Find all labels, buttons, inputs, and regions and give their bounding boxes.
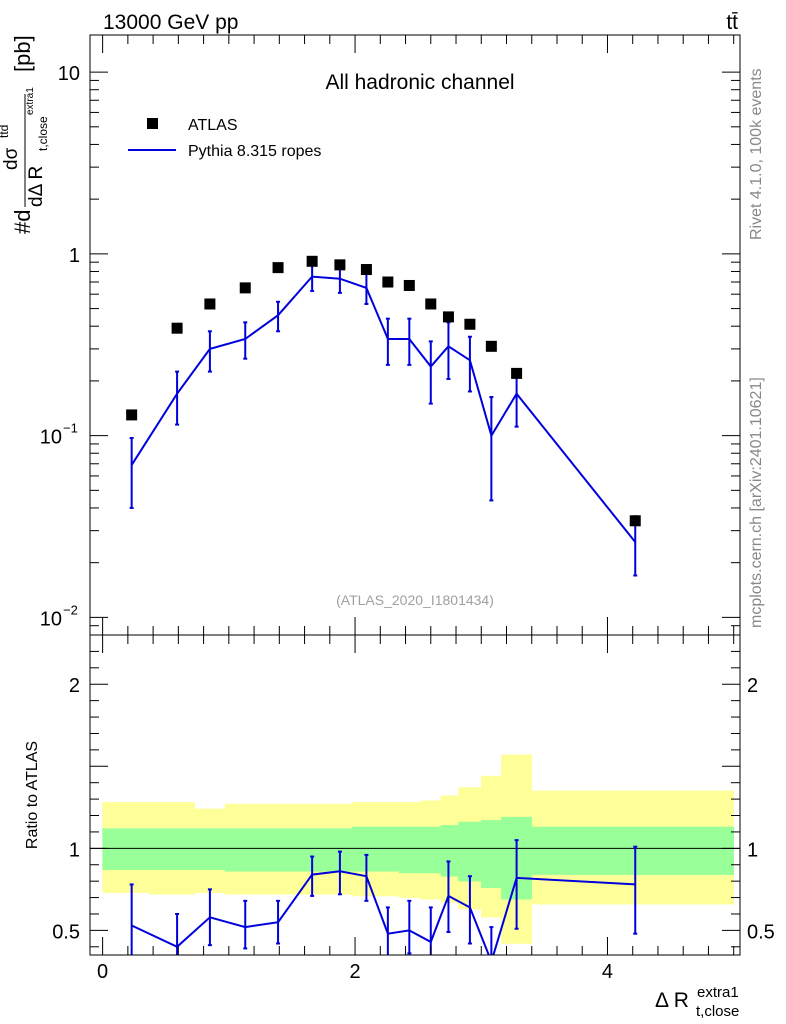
ratio-series [129,839,638,955]
ratio-tick-labels: 0.5 0.5 1 1 2 2 0 2 4 [52,675,775,983]
ylabel-unit: [pb] [10,35,35,72]
ylabel-numerator-superscript: ttd [0,125,11,138]
main-y-tick-label: 10 [40,427,62,449]
atlas-data-point [382,276,394,288]
atlas-data-point [360,264,372,276]
atlas-data-point [442,311,454,323]
atlas-data-point [485,340,497,352]
green-uncertainty-band [260,828,295,872]
green-uncertainty-band [224,828,261,872]
main-y-tick-exponent: −2 [63,602,78,617]
main-plot-marks [126,255,641,577]
xlabel-main: Δ R [655,989,689,1012]
x-tick-label: 0 [97,961,108,983]
legend: ATLAS Pythia 8.315 ropes [128,117,321,160]
ylabel-denominator-superscript: extra1 [25,87,36,115]
atlas-data-point [239,282,251,294]
green-uncertainty-band [480,820,502,889]
ylabel-denominator: dΔ R [26,166,47,207]
pythia-line [130,275,636,543]
green-uncertainty-band [531,826,734,875]
analysis-label: (ATLAS_2020_I1801434) [336,592,494,608]
chart-title: All hadronic channel [325,71,514,94]
main-y-tick-label: 1 [69,245,80,267]
main-y-tick-label: 10 [58,63,80,85]
ratio-axis-ticks [90,635,740,955]
energy-label: 13000 GeV pp [103,11,238,34]
ratio-frame [89,634,741,956]
green-uncertainty-band [149,828,196,870]
atlas-data-point [464,318,476,330]
atlas-data-point [629,515,641,527]
green-uncertainty-band [377,826,400,872]
ylabel-denominator-subscript: t,close [36,116,50,151]
ratio-panel: 0.5 0.5 1 1 2 2 0 2 4 Ratio to ATLAS Δ R extra1 … [24,634,775,1020]
main-y-tick-exponent: −1 [63,421,78,436]
green-uncertainty-band [294,828,327,872]
xlabel-superscript: extra1 [697,984,739,1001]
green-uncertainty-band [194,828,226,870]
green-uncertainty-band [440,825,459,877]
ratio-line [131,870,636,955]
green-uncertainty-band [420,826,442,874]
ratio-y-axis-label: Ratio to ATLAS [24,741,41,849]
green-uncertainty-band [458,821,482,882]
atlas-data-point [334,259,346,271]
main-y-axis-label: #d dσ ttd dΔ R t,close extra1 [pb] [0,35,50,234]
legend-atlas-label: ATLAS [188,117,238,134]
atlas-data-point [272,262,284,274]
ratio-y-tick-label-right: 0.5 [747,921,775,943]
ylabel-numerator: dσ [1,147,22,170]
atlas-data-point [425,298,437,310]
source-label: mcplots.cern.ch [arXiv:2401.10621] [748,377,765,628]
atlas-data-point [403,279,415,291]
legend-pythia-label: Pythia 8.315 ropes [188,143,321,160]
ratio-y-tick-label-left: 1 [69,839,80,861]
atlas-data-point [511,367,523,379]
ratio-y-tick-label-left: 0.5 [52,921,80,943]
green-uncertainty-band [102,828,150,870]
ratio-y-tick-label-right: 1 [747,839,758,861]
atlas-data-point [126,409,138,421]
ratio-y-tick-label-left: 2 [69,675,80,697]
atlas-data-point [306,255,318,267]
x-axis-label: Δ R extra1 t,close [655,984,739,1020]
atlas-data-point [171,322,183,334]
ratio-y-tick-label-right: 2 [747,675,758,697]
green-uncertainty-band [398,826,421,874]
atlas-data-point [204,298,216,310]
rivet-label: Rivet 4.1.0, 100k events [748,68,765,240]
xlabel-subscript: t,close [696,1003,739,1020]
main-axis-ticks [90,35,740,636]
green-uncertainty-band [352,826,379,872]
main-y-tick-label: 10 [40,608,62,630]
x-tick-label: 4 [602,961,613,983]
process-label: tt̄ [726,11,738,34]
ylabel-prefix: #d [10,210,35,234]
legend-atlas-marker [147,118,158,129]
x-tick-label: 2 [349,961,360,983]
ratio-plot-marks [90,839,740,955]
